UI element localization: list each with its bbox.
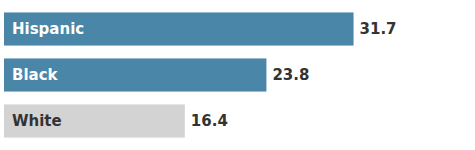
bar xyxy=(4,12,354,45)
category-label: Black xyxy=(12,66,59,84)
bars xyxy=(4,12,354,137)
bar xyxy=(4,104,185,137)
value-label: 16.4 xyxy=(191,112,228,130)
category-label: Hispanic xyxy=(12,20,84,38)
chart-svg: Hispanic 31.7 Black 23.8 White 16.4 xyxy=(0,0,475,150)
value-label: 23.8 xyxy=(272,66,309,84)
labels: Hispanic 31.7 Black 23.8 White 16.4 xyxy=(12,20,397,130)
category-label: White xyxy=(12,112,62,130)
chart-container: Hispanic 31.7 Black 23.8 White 16.4 xyxy=(0,0,475,150)
bar xyxy=(4,58,266,91)
value-label: 31.7 xyxy=(360,20,397,38)
